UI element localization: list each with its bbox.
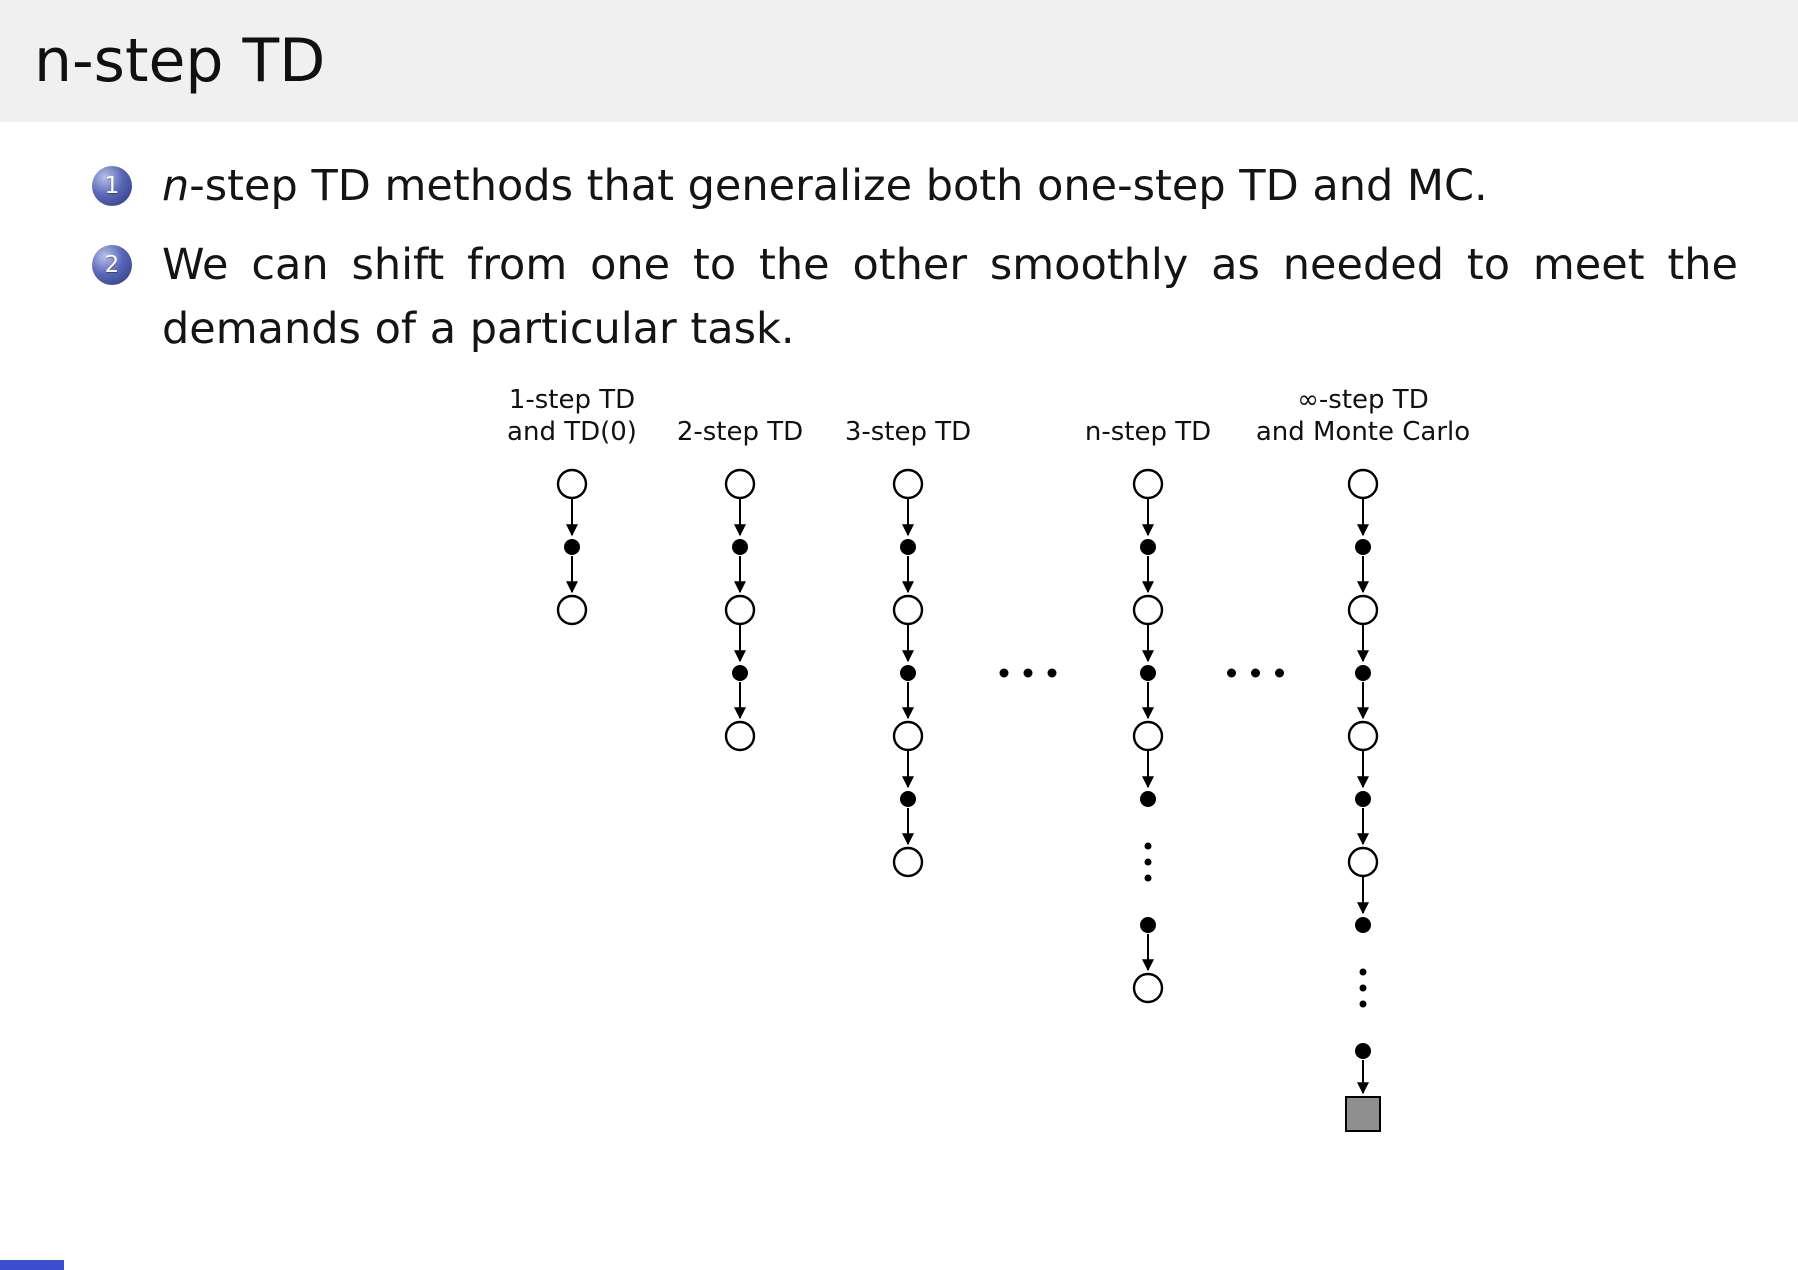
vertical-ellipsis-dot — [1144, 858, 1152, 865]
action-node — [732, 664, 748, 681]
bullet-number: 1 — [104, 173, 120, 199]
horizontal-ellipsis-dot — [1227, 668, 1236, 677]
action-node — [1355, 790, 1371, 807]
state-node — [1347, 846, 1379, 877]
action-node — [732, 538, 748, 555]
action-node — [900, 790, 916, 807]
slide-title-bar: n-step TD — [0, 0, 1798, 122]
state-node — [724, 468, 756, 499]
state-node — [1132, 468, 1164, 499]
state-node — [892, 720, 924, 751]
horizontal-ellipsis-dot — [1275, 668, 1284, 677]
column-label: 1-step TD — [509, 385, 635, 415]
bullet-item: 1 n-step TD methods that generalize both… — [92, 154, 1738, 219]
action-node — [1140, 790, 1156, 807]
column-label: and Monte Carlo — [1256, 417, 1470, 447]
state-node — [724, 720, 756, 751]
bullet-number-badge: 2 — [92, 244, 132, 285]
action-node — [1140, 664, 1156, 681]
action-node — [1355, 538, 1371, 555]
horizontal-ellipsis-dot — [1047, 668, 1057, 677]
bullet-text: n-step TD methods that generalize both o… — [162, 154, 1488, 219]
bullet-text: We can shift from one to the other smoot… — [162, 233, 1738, 362]
state-node — [892, 846, 924, 877]
column-label: 2-step TD — [677, 417, 803, 447]
state-node — [892, 594, 924, 625]
action-node — [1355, 916, 1371, 933]
state-node — [1132, 720, 1164, 751]
terminal-square — [1345, 1095, 1381, 1132]
footer-accent-bar — [0, 1260, 64, 1270]
state-node — [1347, 468, 1379, 499]
column-label: ∞-step TD — [1297, 385, 1428, 415]
state-node — [556, 594, 588, 625]
bullet-lead-italic: n — [162, 161, 190, 211]
state-node — [1347, 720, 1379, 751]
bullet-text-span: -step TD methods that generalize both on… — [189, 161, 1488, 211]
bullet-list: 1 n-step TD methods that generalize both… — [0, 122, 1798, 362]
bullet-number-badge: 1 — [92, 166, 132, 206]
horizontal-ellipsis-dot — [1251, 668, 1260, 677]
action-node — [1140, 916, 1156, 933]
bullet-text-span: We can shift from one to the other smoot… — [162, 239, 1738, 355]
horizontal-ellipsis-dot — [999, 668, 1009, 677]
action-node — [900, 664, 916, 681]
state-node — [1347, 594, 1379, 625]
slide-body: 1 n-step TD methods that generalize both… — [0, 122, 1798, 1166]
column-label: n-step TD — [1085, 417, 1211, 447]
action-node — [1355, 1042, 1371, 1059]
action-node — [1355, 664, 1371, 681]
action-node — [900, 538, 916, 555]
state-node — [1132, 972, 1164, 1003]
vertical-ellipsis-dot — [1359, 968, 1367, 975]
bullet-number: 2 — [104, 251, 120, 278]
bullet-item: 2 We can shift from one to the other smo… — [92, 233, 1738, 362]
vertical-ellipsis-dot — [1359, 984, 1367, 991]
page-title: n-step TD — [34, 26, 326, 96]
vertical-ellipsis-dot — [1144, 874, 1152, 881]
state-node — [892, 468, 924, 499]
state-node — [556, 468, 588, 499]
column-label: and TD(0) — [507, 417, 637, 447]
column-label: 3-step TD — [845, 417, 971, 447]
action-node — [564, 538, 580, 555]
horizontal-ellipsis-dot — [1023, 668, 1033, 677]
action-node — [1140, 538, 1156, 555]
state-node — [724, 594, 756, 625]
state-node — [1132, 594, 1164, 625]
vertical-ellipsis-dot — [1359, 1000, 1367, 1007]
vertical-ellipsis-dot — [1144, 842, 1152, 849]
